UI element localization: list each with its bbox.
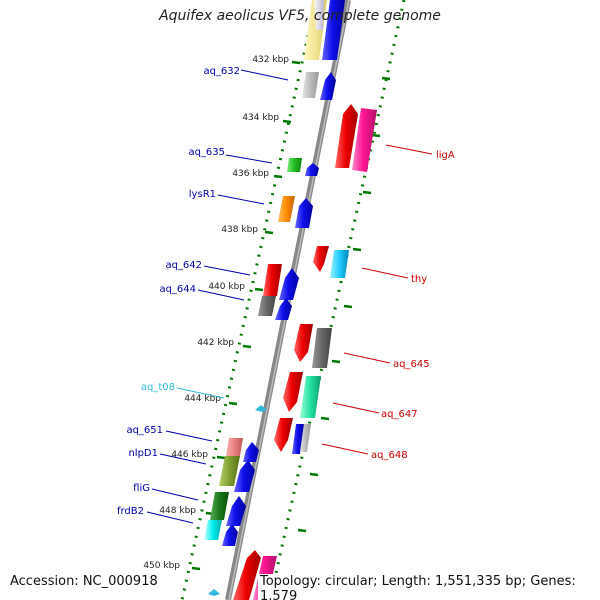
gene-label-lysR1: lysR1 xyxy=(189,189,216,200)
gene-glyph-blue xyxy=(243,442,259,462)
scale-label: 436 kbp xyxy=(232,169,269,179)
gene-label-aq_648: aq_648 xyxy=(371,450,408,461)
scale-label: 448 kbp xyxy=(159,506,196,516)
gene-glyph-darkgray xyxy=(312,328,332,368)
gene-glyph-olive xyxy=(219,456,240,486)
gene-glyph-red xyxy=(335,104,358,168)
gene-glyph-red xyxy=(313,246,329,272)
inner-tick-line xyxy=(180,0,318,600)
scale-label: 434 kbp xyxy=(242,113,279,123)
gene-label-thy: thy xyxy=(411,274,427,285)
gene-glyph-blue xyxy=(322,0,345,60)
gene-label-aq_t08: aq_t08 xyxy=(141,382,175,393)
gene-glyph-blue xyxy=(222,524,238,546)
gene-glyph-blue xyxy=(226,496,246,526)
gene-glyphs xyxy=(204,0,377,600)
scale-label: 440 kbp xyxy=(208,282,245,292)
gene-glyph-green xyxy=(287,158,302,172)
scale-label: 444 kbp xyxy=(184,394,221,404)
gene-glyph-red xyxy=(283,372,303,412)
gene-glyph-cyan xyxy=(204,520,222,540)
gene-label-aq_645: aq_645 xyxy=(393,359,430,370)
gene-label-aq_635: aq_635 xyxy=(188,147,225,158)
gene-glyph-darkgray xyxy=(258,296,276,316)
gene-glyph-cyan xyxy=(330,250,349,278)
gene-label-aq_644: aq_644 xyxy=(159,284,196,295)
gene-glyph-red xyxy=(263,264,282,296)
gene-glyph-blue xyxy=(295,198,313,228)
gene-label-fliG: fliG xyxy=(133,483,150,494)
gene-label-frdB2: frdB2 xyxy=(117,506,144,517)
gene-glyph-blue xyxy=(279,268,299,300)
map-title: Aquifex aeolicus VF5, complete genome xyxy=(159,8,441,24)
scale-label: 446 kbp xyxy=(171,450,208,460)
gene-glyph-darkgreen xyxy=(210,492,229,520)
accession-text: Accession: NC_000918 xyxy=(8,574,160,589)
scale-label: 442 kbp xyxy=(197,338,234,348)
gene-glyph-pink xyxy=(352,108,377,172)
gene-glyph-seagreen xyxy=(300,376,321,418)
gene-glyph-red xyxy=(294,324,313,362)
gene-glyph-gray xyxy=(302,72,319,98)
gene-glyph-red xyxy=(274,418,293,452)
gene-glyph-cyan-small xyxy=(208,589,220,596)
gene-label-aq_642: aq_642 xyxy=(165,260,202,271)
gene-glyph-blue xyxy=(320,72,336,100)
gene-glyph-blue xyxy=(305,163,319,176)
gene-glyph-salmon xyxy=(226,438,243,456)
gene-glyph-blue xyxy=(275,298,292,320)
gene-glyph-orange xyxy=(278,196,295,222)
gene-label-aq_632: aq_632 xyxy=(203,66,240,77)
gene-glyph-cyan-small xyxy=(255,405,267,412)
gene-label-nlpD1: nlpD1 xyxy=(128,448,158,459)
gene-glyph-gray xyxy=(300,424,311,452)
gene-label-aq_651: aq_651 xyxy=(126,425,163,436)
leader-lines xyxy=(146,69,433,524)
gene-glyph-red xyxy=(233,550,261,600)
outer-tick-line xyxy=(268,0,406,600)
gene-glyph-blue xyxy=(234,460,255,492)
gene-glyph-blue-light xyxy=(314,0,324,30)
topology-text: Topology: circular; Length: 1,551,335 bp… xyxy=(258,574,600,600)
gene-label-ligA: ligA xyxy=(436,150,455,161)
scale-label: 450 kbp xyxy=(143,561,180,571)
gene-label-aq_647: aq_647 xyxy=(381,409,418,420)
scale-label: 438 kbp xyxy=(221,225,258,235)
scale-label: 432 kbp xyxy=(252,55,289,65)
